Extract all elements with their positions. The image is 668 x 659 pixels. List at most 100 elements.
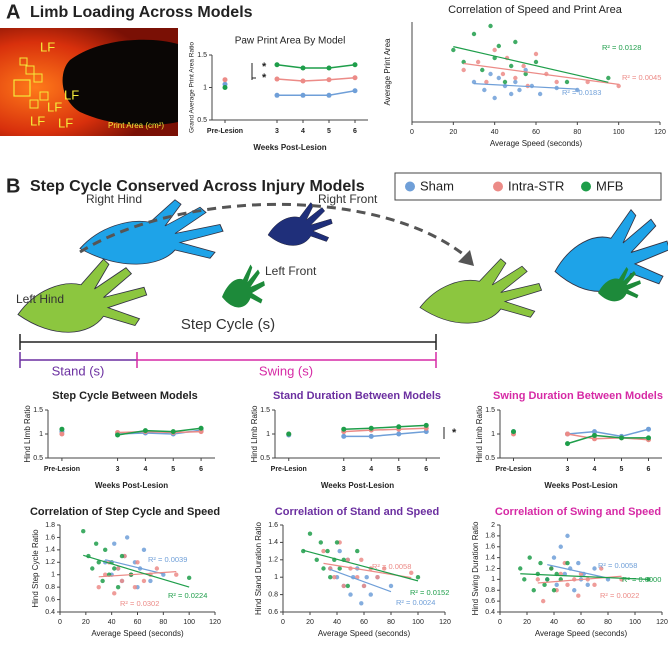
x-tick-label: 40 bbox=[333, 619, 341, 626]
legend-swatch bbox=[405, 181, 415, 192]
data-point bbox=[274, 92, 280, 98]
scatter-point bbox=[337, 566, 342, 571]
y-tick-label: 0.5 bbox=[33, 455, 43, 462]
data-point bbox=[142, 428, 148, 434]
data-point bbox=[592, 429, 597, 435]
trend-line bbox=[98, 571, 177, 578]
photo-caption: Print Area (cm²) bbox=[108, 121, 164, 130]
r2-label: R² = 0.0152 bbox=[410, 588, 449, 597]
scatter-point bbox=[521, 63, 526, 69]
data-point bbox=[170, 429, 176, 435]
scatter-point bbox=[355, 548, 360, 554]
x-tick-label: 80 bbox=[387, 619, 395, 626]
series-line bbox=[277, 90, 356, 97]
diagram-label: Left Front bbox=[265, 264, 317, 278]
scatter-point bbox=[345, 583, 350, 589]
scatter-point bbox=[537, 91, 543, 97]
x-tick-label: 120 bbox=[209, 619, 221, 626]
scatter-point bbox=[592, 566, 597, 571]
scatter-point bbox=[174, 572, 179, 577]
x-tick-label: 0 bbox=[498, 619, 502, 626]
diagram-label: Right Front bbox=[318, 192, 378, 206]
y-tick-label: 0.5 bbox=[197, 117, 207, 124]
scatter-point bbox=[535, 577, 540, 582]
scatter-point bbox=[341, 583, 346, 589]
scatter-point bbox=[523, 71, 528, 77]
scatter-point bbox=[135, 560, 140, 565]
x-axis-label: Average Speed (seconds) bbox=[91, 629, 184, 638]
scatter-point bbox=[301, 548, 306, 554]
r2-label: R² = 0.0302 bbox=[120, 599, 159, 608]
y-tick-label: 0.8 bbox=[485, 587, 495, 594]
scatter-point bbox=[359, 557, 364, 562]
scatter-point bbox=[488, 71, 493, 77]
legend-swatch bbox=[493, 181, 503, 192]
scatter-point bbox=[359, 601, 364, 606]
y-tick-label: 1.6 bbox=[268, 522, 278, 529]
scatter-point bbox=[542, 582, 547, 588]
y-tick-label: 1 bbox=[274, 574, 278, 581]
diagram-label: Right Hind bbox=[86, 192, 142, 206]
scatter-point bbox=[527, 555, 532, 560]
data-point bbox=[326, 65, 332, 71]
trend-line bbox=[473, 83, 578, 90]
data-point bbox=[646, 426, 651, 432]
r2-label: R² = 0.0224 bbox=[168, 591, 207, 600]
x-tick-label: 100 bbox=[629, 619, 641, 626]
scatter-point bbox=[119, 578, 125, 584]
data-point bbox=[592, 432, 597, 438]
scatter-point bbox=[415, 575, 421, 580]
series-line bbox=[343, 430, 427, 438]
scatter-point bbox=[488, 23, 493, 29]
legend-label: Intra-STR bbox=[508, 178, 564, 193]
y-tick-label: 1 bbox=[39, 431, 43, 438]
y-tick-label: 2 bbox=[491, 522, 495, 529]
y-tick-label: 1.5 bbox=[485, 407, 495, 414]
scatter-point bbox=[551, 588, 557, 593]
scatter-point bbox=[388, 583, 394, 589]
x-tick-label: 80 bbox=[604, 619, 612, 626]
x-tick-label: Pre-Lesion bbox=[271, 466, 307, 473]
legend-swatch bbox=[581, 181, 591, 192]
series-line bbox=[343, 424, 427, 430]
x-tick-label: 4 bbox=[143, 466, 147, 473]
x-tick-label: 60 bbox=[360, 619, 368, 626]
y-tick-label: 1.5 bbox=[260, 407, 270, 414]
scatter-point bbox=[361, 583, 367, 589]
scatter-point bbox=[482, 87, 487, 93]
r2-label: R² = 0.0128 bbox=[602, 43, 641, 52]
chart-title: Correlation of Speed and Print Area bbox=[448, 4, 623, 16]
x-tick-label: 3 bbox=[342, 466, 346, 473]
scatter-point bbox=[564, 79, 570, 85]
data-point bbox=[341, 426, 347, 432]
scatter-point bbox=[112, 591, 117, 596]
scatter-point bbox=[409, 570, 414, 576]
data-point bbox=[115, 432, 121, 438]
scatter-point bbox=[492, 95, 497, 101]
y-tick-label: 1.2 bbox=[45, 559, 55, 566]
scatter-point bbox=[616, 83, 621, 89]
scatter-point bbox=[115, 566, 121, 571]
x-tick-label: 120 bbox=[656, 619, 668, 626]
scatter-point bbox=[471, 31, 477, 37]
data-point bbox=[286, 431, 292, 437]
series-line bbox=[567, 434, 649, 445]
data-point bbox=[274, 62, 280, 68]
data-point bbox=[565, 431, 570, 437]
chart-title: Correlation of Stand and Speed bbox=[275, 506, 439, 518]
chart-title: Correlation of Step Cycle and Speed bbox=[30, 506, 220, 518]
data-point bbox=[300, 65, 306, 71]
scatter-point bbox=[572, 588, 577, 593]
y-tick-label: 0.8 bbox=[268, 591, 278, 598]
photo-label: LF bbox=[40, 39, 55, 54]
scatter-point bbox=[554, 79, 559, 85]
photo-label: LF bbox=[58, 115, 73, 130]
scatter-point bbox=[345, 557, 350, 562]
y-tick-label: 0.6 bbox=[45, 596, 55, 603]
y-axis-label: Hind Stand Duration Ratio bbox=[254, 521, 263, 614]
data-point bbox=[646, 435, 651, 441]
scatter-point bbox=[321, 548, 326, 554]
trend-line bbox=[105, 559, 164, 575]
y-tick-label: 1 bbox=[266, 431, 270, 438]
trend-line bbox=[453, 46, 609, 83]
